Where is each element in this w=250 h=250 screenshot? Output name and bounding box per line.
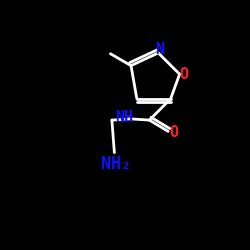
Text: O: O (169, 125, 178, 140)
Text: NH₂: NH₂ (100, 155, 130, 173)
Text: N: N (155, 42, 164, 57)
Text: O: O (180, 67, 189, 82)
Text: NH: NH (115, 110, 134, 125)
